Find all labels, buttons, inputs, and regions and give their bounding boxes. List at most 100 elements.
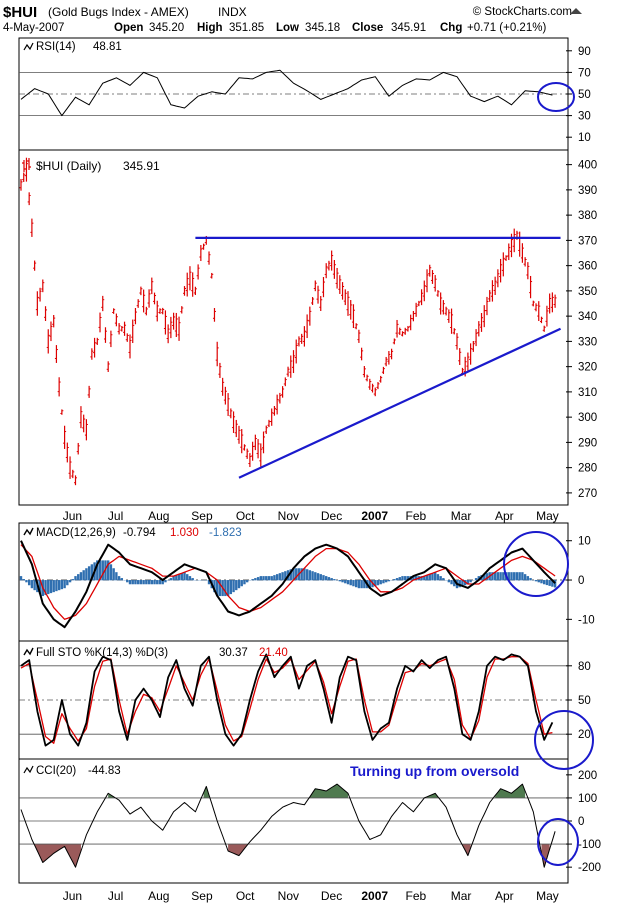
price-bar <box>398 327 402 335</box>
macd-histogram-bar <box>548 580 551 586</box>
macd-histogram-bar <box>158 580 162 585</box>
stochastic-y-tick-label: 80 <box>578 661 591 673</box>
price-bar <box>401 331 404 337</box>
annotation-text: Turning up from oversold <box>350 763 519 779</box>
price-bar <box>507 243 511 261</box>
macd-legend-label: MACD(12,26,9) <box>36 527 116 539</box>
price-bar <box>123 321 127 336</box>
chg-label: Chg <box>440 22 462 34</box>
x-axis: Jun Jun Jul Jul Aug Aug Sep Sep Oct Oct Nov Nov Dec D… <box>63 509 559 903</box>
macd-histogram-bar <box>229 580 233 595</box>
low-value: 345.18 <box>305 22 340 34</box>
price-bar <box>439 292 443 315</box>
macd-histogram-bar <box>428 574 431 581</box>
price-bar <box>542 325 546 332</box>
rsi-y-tick-label: 90 <box>578 46 591 58</box>
macd-histogram-bar <box>395 578 399 581</box>
open-label: Open <box>114 22 143 34</box>
price-bar <box>60 409 64 415</box>
macd-histogram-bar <box>107 560 110 581</box>
macd-histogram-bar <box>483 574 486 581</box>
price-bar <box>373 387 377 397</box>
price-bar <box>501 252 505 277</box>
price-bar <box>428 264 432 277</box>
price-bar <box>174 312 178 338</box>
price-bar <box>183 286 186 296</box>
macd-histogram-bar <box>330 578 333 581</box>
price-bar <box>161 307 165 315</box>
price-bar <box>180 306 184 314</box>
macd-legend: MACD(12,26,9) -0.794 1.030 -1.823 <box>23 527 242 539</box>
macd-histogram-bar <box>485 573 489 581</box>
price-bar <box>553 294 557 308</box>
price-bar <box>232 411 236 433</box>
macd-histogram-bar <box>145 580 148 585</box>
macd-histogram-bar <box>262 576 265 581</box>
rsi-y-tick-label: 30 <box>578 111 591 123</box>
price-bar <box>488 290 492 302</box>
price-y-tick-label: 310 <box>578 387 597 399</box>
price-bar <box>199 244 203 262</box>
macd-histogram-bar <box>461 580 464 587</box>
macd-histogram-bar <box>507 572 510 581</box>
macd-histogram-bar <box>175 575 178 581</box>
price-bar <box>512 228 516 253</box>
price-bar <box>351 304 355 329</box>
macd-histogram-bar <box>379 580 382 585</box>
macd-histogram-bar <box>57 580 61 591</box>
macd-histogram-bar <box>423 576 426 581</box>
price-bar <box>136 299 140 308</box>
price-bar <box>144 306 148 316</box>
macd-histogram-bar <box>126 580 129 583</box>
macd-histogram-bar <box>275 574 279 581</box>
price-bar <box>191 272 195 297</box>
triangle-icon <box>570 8 582 14</box>
price-bar <box>242 444 246 451</box>
brand: © StockCharts.com <box>473 6 572 18</box>
x-tick-label-top: Mar <box>451 509 472 523</box>
cci-overbought-fill <box>309 784 348 798</box>
price-bar <box>245 448 249 459</box>
price-bar <box>368 378 372 390</box>
price-bar <box>57 377 61 397</box>
price-bar <box>147 289 151 308</box>
price-bar <box>177 316 181 341</box>
price-bar <box>158 308 162 314</box>
price-bar <box>142 289 146 313</box>
macd-histogram-bar <box>384 580 388 583</box>
price-bar <box>496 269 500 288</box>
close-value: 345.91 <box>391 22 426 34</box>
price-bar <box>256 439 260 459</box>
macd-histogram-bar <box>120 578 124 581</box>
macd-histogram-bar <box>521 572 524 581</box>
price-bar <box>259 443 263 467</box>
price-bar <box>450 308 454 334</box>
price-y-tick-label: 280 <box>578 463 597 475</box>
price-bar <box>466 352 470 371</box>
price-bar <box>311 297 315 305</box>
macd-histogram-bar <box>131 580 134 585</box>
stochastic-legend-label: Full STO %K(14,3) %D(3) <box>36 647 168 659</box>
price-bar <box>226 393 230 416</box>
price-bar <box>482 305 486 328</box>
symbol: $HUI <box>3 4 37 21</box>
macd-histogram-bar <box>60 580 64 590</box>
macd-histogram-bar <box>551 580 554 587</box>
x-tick-label-top: Sep <box>191 509 213 523</box>
cci-legend: CCI(20) -44.83 <box>23 765 121 777</box>
macd-histogram-bar <box>82 570 85 581</box>
macd-histogram-bar <box>213 580 216 593</box>
price-bar <box>49 321 53 342</box>
price-y-tick-label: 380 <box>578 210 597 222</box>
price-bar <box>52 315 56 328</box>
price-bar <box>330 250 334 271</box>
macd-histogram-bar <box>305 569 309 581</box>
price-bar <box>117 323 121 335</box>
macd-histogram-bar <box>387 580 391 582</box>
macd-histogram-bar <box>553 580 557 588</box>
macd-histogram-bar <box>68 580 72 583</box>
cci-line <box>20 783 556 868</box>
price-bar <box>120 325 124 332</box>
price-bar <box>477 321 481 337</box>
price-bar <box>335 267 339 289</box>
